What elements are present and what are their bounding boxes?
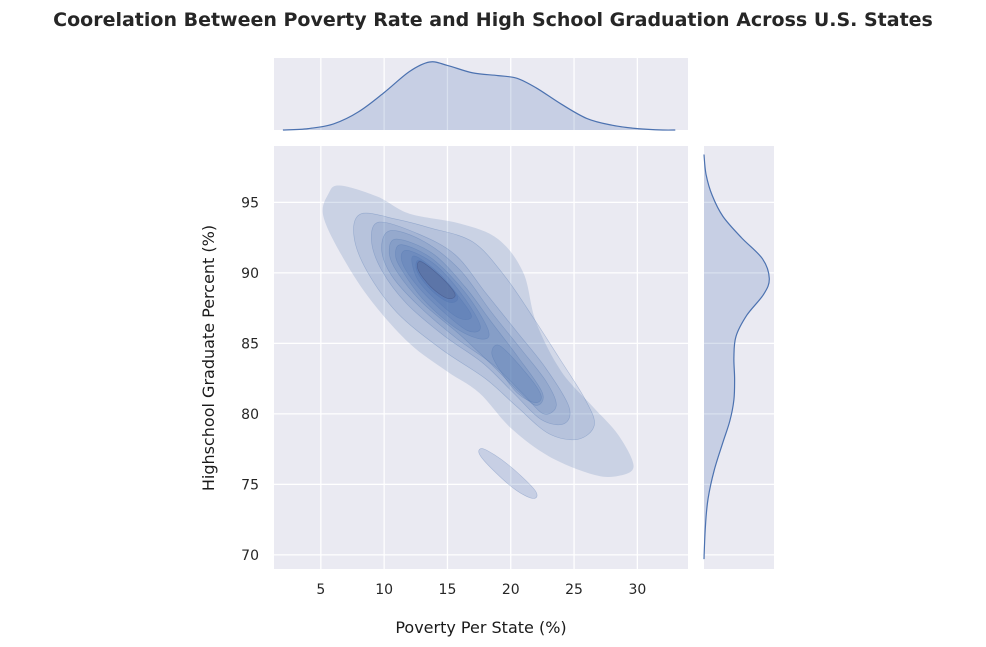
kde-contour-level bbox=[322, 185, 634, 478]
kde-contour-level bbox=[491, 344, 542, 403]
marginal-y-background bbox=[704, 146, 774, 569]
kde-contour-level bbox=[400, 249, 481, 333]
kde-contour-level bbox=[353, 212, 595, 441]
y-tick-label: 90 bbox=[241, 266, 259, 282]
y-tick-label: 80 bbox=[241, 407, 259, 423]
marginal-x-panel bbox=[274, 58, 688, 131]
joint-panel bbox=[274, 146, 688, 569]
x-tick-label: 30 bbox=[628, 582, 646, 598]
x-tick-label: 5 bbox=[316, 582, 325, 598]
x-tick-labels: 5 10 15 20 25 30 bbox=[316, 582, 646, 598]
kde-contour-level bbox=[411, 255, 472, 320]
kde-contour-level bbox=[388, 238, 544, 406]
x-tick-label: 20 bbox=[502, 582, 520, 598]
x-axis-label: Poverty Per State (%) bbox=[395, 618, 566, 637]
joint-gridlines bbox=[274, 146, 688, 569]
y-tick-label: 70 bbox=[241, 548, 259, 564]
x-tick-label: 10 bbox=[375, 582, 393, 598]
kde-contour-level bbox=[371, 221, 571, 426]
marginal-x-gridlines bbox=[320, 58, 639, 130]
kde-peak-core bbox=[417, 261, 456, 299]
y-tick-label: 95 bbox=[241, 195, 259, 211]
kde-contours bbox=[322, 185, 634, 499]
chart-title: Coorelation Between Poverty Rate and Hig… bbox=[53, 9, 933, 31]
x-tick-label: 15 bbox=[439, 582, 457, 598]
marginal-y-panel bbox=[703, 146, 774, 569]
marginal-y-density-line bbox=[703, 154, 770, 560]
kde-contour-level bbox=[381, 230, 557, 415]
marginal-y-density-fill bbox=[704, 154, 770, 560]
marginal-x-background bbox=[274, 58, 688, 130]
y-tick-label: 75 bbox=[241, 477, 259, 493]
y-tick-labels: 70 75 80 85 90 95 bbox=[241, 195, 259, 564]
marginal-x-density-line bbox=[282, 61, 676, 131]
joint-background bbox=[274, 146, 688, 569]
x-tick-label: 25 bbox=[565, 582, 583, 598]
y-tick-label: 85 bbox=[241, 336, 259, 352]
y-axis-label: Highschool Graduate Percent (%) bbox=[199, 225, 218, 491]
marginal-x-density-fill bbox=[282, 61, 676, 131]
kde-contour-level bbox=[478, 448, 538, 499]
kde-contour-level bbox=[395, 244, 490, 340]
